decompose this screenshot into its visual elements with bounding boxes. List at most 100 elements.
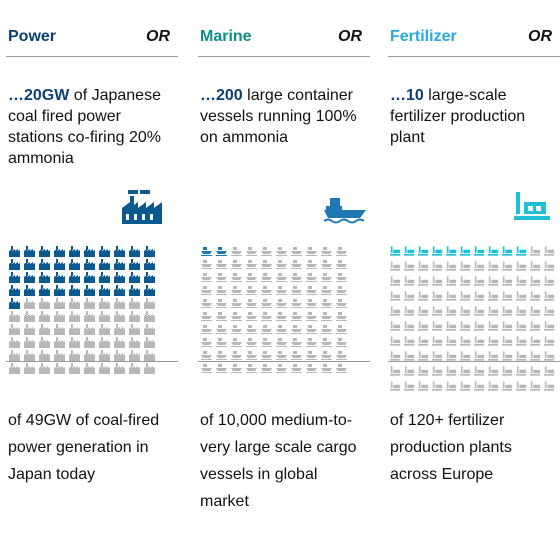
grid-factory-icon xyxy=(38,270,51,283)
grid-plant-icon xyxy=(502,304,513,316)
column-header: Marine OR xyxy=(198,26,370,50)
grid-ship-icon xyxy=(290,296,303,308)
grid-factory-icon xyxy=(68,244,81,257)
grid-factory-icon xyxy=(68,335,81,348)
grid-plant-icon xyxy=(418,304,429,316)
grid-factory-icon xyxy=(143,322,156,335)
grid-ship-icon xyxy=(305,283,318,295)
grid-ship-icon xyxy=(260,309,273,321)
stat-text: …20GW of Japanese coal fired power stati… xyxy=(8,85,176,169)
grid-ship-icon xyxy=(335,335,348,347)
grid-plant-icon xyxy=(502,289,513,301)
grid-factory-icon xyxy=(38,361,51,374)
grid-plant-icon xyxy=(516,289,527,301)
grid-plant-icon xyxy=(488,289,499,301)
grid-plant-icon xyxy=(474,349,485,361)
grid-plant-icon xyxy=(530,274,541,286)
grid-factory-icon xyxy=(23,283,36,296)
grid-ship-icon xyxy=(275,270,288,282)
grid-factory-icon xyxy=(128,361,141,374)
grid-plant-icon xyxy=(404,319,415,331)
grid-ship-icon xyxy=(245,296,258,308)
grid-factory-icon xyxy=(113,296,126,309)
grid-plant-icon xyxy=(446,379,457,391)
grid-factory-icon xyxy=(128,244,141,257)
grid-factory-icon xyxy=(128,309,141,322)
grid-factory-icon xyxy=(38,296,51,309)
grid-ship-icon xyxy=(305,309,318,321)
grid-plant-icon xyxy=(502,319,513,331)
grid-ship-icon xyxy=(230,257,243,269)
grid-plant-icon xyxy=(488,334,499,346)
grid-ship-icon xyxy=(275,361,288,373)
grid-factory-icon xyxy=(143,335,156,348)
grid-ship-icon xyxy=(215,335,228,347)
grid-ship-icon xyxy=(290,348,303,360)
grid-factory-icon xyxy=(113,348,126,361)
grid-ship-icon xyxy=(305,335,318,347)
grid-plant-icon xyxy=(488,349,499,361)
grid-ship-icon xyxy=(275,309,288,321)
grid-plant-icon xyxy=(418,274,429,286)
grid-ship-icon xyxy=(200,270,213,282)
grid-ship-icon xyxy=(215,309,228,321)
grid-plant-icon xyxy=(488,244,499,256)
grid-ship-icon xyxy=(260,361,273,373)
grid-plant-icon xyxy=(446,274,457,286)
grid-ship-icon xyxy=(335,283,348,295)
grid-plant-icon xyxy=(404,334,415,346)
grid-factory-icon xyxy=(128,296,141,309)
grid-ship-icon xyxy=(290,270,303,282)
grid-plant-icon xyxy=(446,364,457,376)
grid-factory-icon xyxy=(23,335,36,348)
grid-ship-icon xyxy=(245,244,258,256)
grid-ship-icon xyxy=(245,309,258,321)
grid-plant-icon xyxy=(390,274,401,286)
grid-ship-icon xyxy=(335,361,348,373)
grid-factory-icon xyxy=(38,283,51,296)
grid-plant-icon xyxy=(530,349,541,361)
grid-ship-icon xyxy=(335,257,348,269)
grid-plant-icon xyxy=(446,334,457,346)
grid-ship-icon xyxy=(320,244,333,256)
grid-factory-icon xyxy=(128,322,141,335)
grid-plant-icon xyxy=(446,349,457,361)
grid-factory-icon xyxy=(38,335,51,348)
column-header: Power OR xyxy=(6,26,178,50)
grid-plant-icon xyxy=(544,274,555,286)
grid-factory-icon xyxy=(38,244,51,257)
grid-factory-icon xyxy=(83,348,96,361)
column-header: Fertilizer OR xyxy=(388,26,560,50)
grid-factory-icon xyxy=(98,348,111,361)
grid-plant-icon xyxy=(418,334,429,346)
grid-plant-icon xyxy=(432,319,443,331)
grid-plant-icon xyxy=(390,289,401,301)
grid-ship-icon xyxy=(230,244,243,256)
grid-plant-icon xyxy=(446,319,457,331)
plant-icon xyxy=(514,192,550,220)
grid-factory-icon xyxy=(83,335,96,348)
grid-plant-icon xyxy=(460,244,471,256)
grid-plant-icon xyxy=(530,379,541,391)
grid-plant-icon xyxy=(418,379,429,391)
grid-ship-icon xyxy=(245,361,258,373)
grid-plant-icon xyxy=(432,334,443,346)
grid-ship-icon xyxy=(320,296,333,308)
grid-ship-icon xyxy=(260,335,273,347)
grid-plant-icon xyxy=(544,319,555,331)
grid-ship-icon xyxy=(275,322,288,334)
grid-plant-icon xyxy=(460,379,471,391)
grid-plant-icon xyxy=(446,244,457,256)
grid-ship-icon xyxy=(200,296,213,308)
stat-text: …10 large-scale fertilizer production pl… xyxy=(390,85,558,148)
grid-factory-icon xyxy=(98,270,111,283)
grid-factory-icon xyxy=(38,348,51,361)
grid-factory-icon xyxy=(113,257,126,270)
grid-factory-icon xyxy=(23,361,36,374)
grid-ship-icon xyxy=(305,270,318,282)
grid-ship-icon xyxy=(200,257,213,269)
grid-plant-icon xyxy=(460,364,471,376)
grid-plant-icon xyxy=(488,274,499,286)
grid-plant-icon xyxy=(390,304,401,316)
column-title: Fertilizer xyxy=(390,28,457,45)
